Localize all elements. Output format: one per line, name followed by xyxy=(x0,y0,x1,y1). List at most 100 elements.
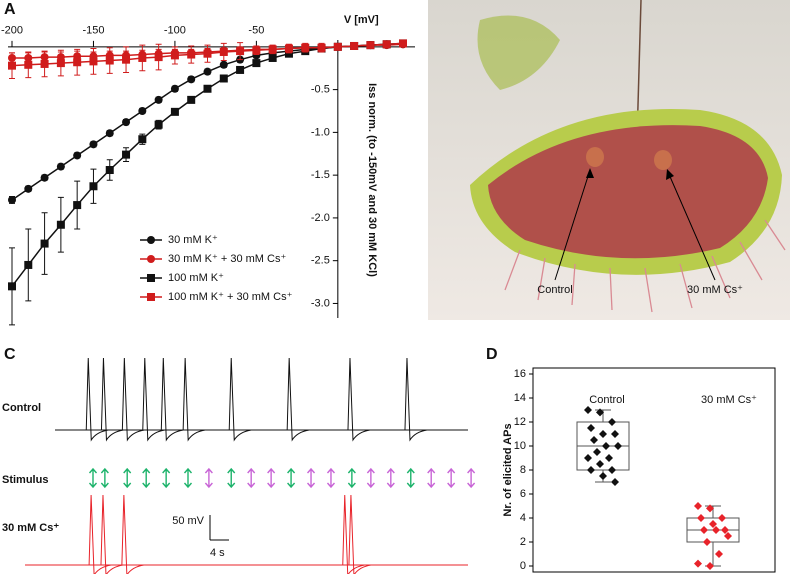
marker xyxy=(138,53,147,62)
marker xyxy=(333,42,342,51)
marker xyxy=(73,151,82,160)
row-label: 30 mM Cs⁺ xyxy=(2,522,59,534)
marker xyxy=(236,65,245,74)
marker xyxy=(154,95,163,104)
marker xyxy=(24,60,33,69)
marker xyxy=(122,55,131,64)
marker xyxy=(203,49,212,58)
spike xyxy=(347,357,371,442)
y-tick-label: 6 xyxy=(520,488,526,500)
stimulus-arrow xyxy=(162,467,171,489)
y-tick-label: -3.0 xyxy=(311,297,330,309)
marker xyxy=(317,43,326,52)
row-label: Stimulus xyxy=(2,474,48,486)
point xyxy=(700,526,708,534)
y-tick-label: 8 xyxy=(520,464,526,476)
marker xyxy=(40,239,49,248)
y-tick-label: 12 xyxy=(514,416,526,428)
category-label: Control xyxy=(589,394,624,406)
marker xyxy=(187,75,196,84)
point xyxy=(611,478,619,486)
stimulus-arrow xyxy=(247,467,256,489)
marker xyxy=(122,150,131,159)
marker xyxy=(350,41,359,50)
legend-marker xyxy=(147,236,155,244)
photo-label: Control xyxy=(537,284,572,296)
panel-label: D xyxy=(486,346,498,363)
stimulus-arrow xyxy=(366,467,375,489)
y-tick-label: -1.5 xyxy=(311,169,330,181)
spike xyxy=(121,357,145,442)
marker xyxy=(40,173,49,182)
spike xyxy=(348,494,372,574)
point xyxy=(614,442,622,450)
point xyxy=(712,526,720,534)
stimulus-arrow xyxy=(306,467,316,489)
series-line xyxy=(11,42,404,287)
y-tick-label: 0 xyxy=(520,560,526,572)
marker xyxy=(284,44,293,53)
spike xyxy=(88,494,112,574)
spike xyxy=(85,357,109,442)
marker xyxy=(219,60,228,69)
marker xyxy=(40,59,49,68)
point xyxy=(587,466,595,474)
row-label: Control xyxy=(2,402,41,414)
point xyxy=(593,448,601,456)
stimulus-arrow xyxy=(88,467,98,489)
marker xyxy=(24,260,33,269)
y-tick-label: 2 xyxy=(520,536,526,548)
point xyxy=(605,454,613,462)
spike xyxy=(286,357,310,442)
marker xyxy=(8,282,16,291)
x-tick-label: -50 xyxy=(248,25,264,37)
point xyxy=(709,520,717,528)
point xyxy=(599,430,607,438)
marker xyxy=(382,40,391,49)
marker xyxy=(170,51,179,60)
photo xyxy=(428,0,790,320)
stimulus-arrow xyxy=(204,467,213,489)
spike xyxy=(228,357,252,442)
marker xyxy=(203,84,212,93)
marker xyxy=(154,120,163,129)
point xyxy=(584,406,592,414)
marker xyxy=(8,195,16,204)
panel-label: A xyxy=(4,1,16,18)
point xyxy=(694,559,702,568)
point xyxy=(587,424,595,432)
marker xyxy=(105,166,114,175)
y-tick-label: -1.0 xyxy=(311,126,330,138)
point xyxy=(596,408,604,417)
marker xyxy=(122,118,131,127)
point xyxy=(706,504,714,513)
marker xyxy=(203,67,212,76)
point xyxy=(697,514,705,522)
marker xyxy=(219,74,228,83)
point xyxy=(721,526,729,534)
stimulus-arrow xyxy=(142,467,151,489)
marker xyxy=(301,43,310,52)
spike xyxy=(142,357,165,442)
marker xyxy=(89,182,98,191)
legend-marker xyxy=(147,293,155,301)
y-tick-label: -2.5 xyxy=(311,255,330,267)
x-tick-label: -100 xyxy=(164,25,186,37)
marker xyxy=(170,107,179,116)
spike xyxy=(121,494,144,574)
spike xyxy=(100,494,124,574)
spike xyxy=(182,357,206,442)
legend-marker xyxy=(147,255,155,263)
y-axis-label: Iss norm. (to -150mV and 30 mM KCl) xyxy=(366,83,378,277)
marker xyxy=(236,47,245,56)
point xyxy=(608,418,616,426)
category-label: 30 mM Cs⁺ xyxy=(701,394,757,406)
marker xyxy=(8,61,16,70)
stimulus-arrow xyxy=(427,467,436,489)
marker xyxy=(366,41,375,50)
spike xyxy=(100,357,124,442)
spike xyxy=(404,357,428,442)
marker xyxy=(24,184,33,193)
y-tick-label: 4 xyxy=(520,512,526,524)
